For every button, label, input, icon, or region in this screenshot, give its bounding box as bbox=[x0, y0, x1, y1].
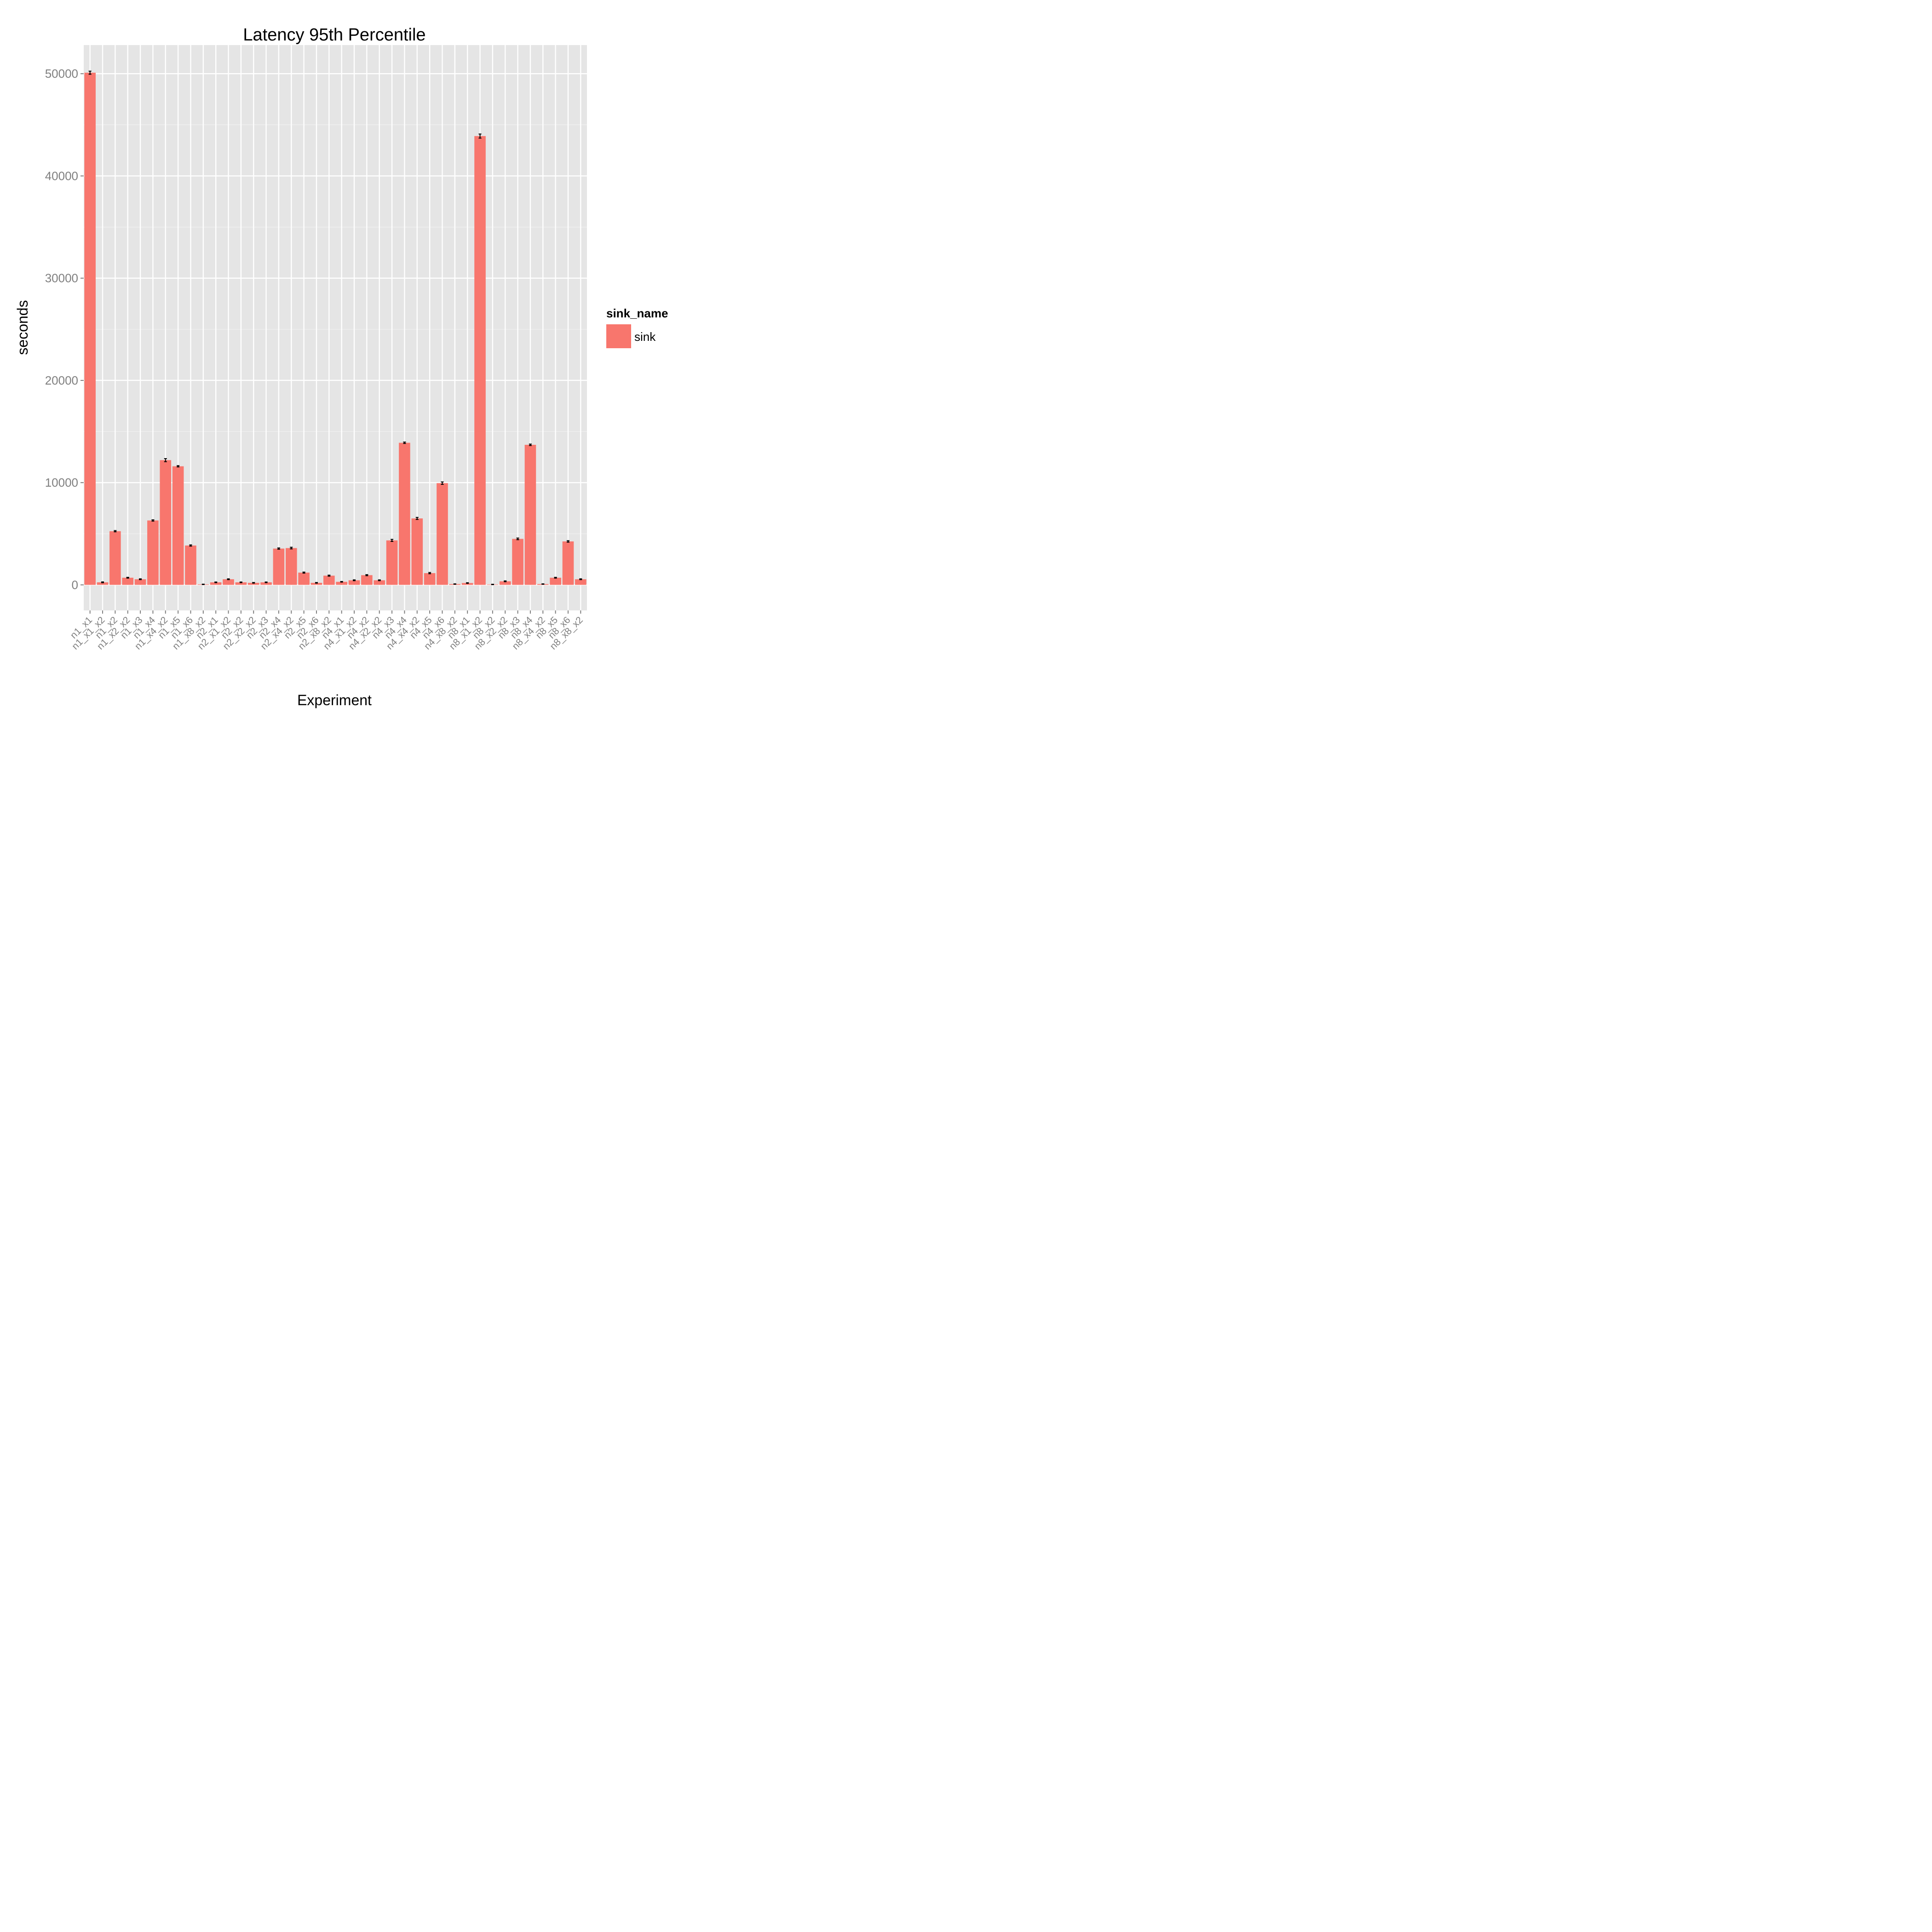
bar bbox=[134, 579, 146, 585]
error-bar bbox=[441, 481, 444, 485]
bars bbox=[84, 73, 586, 585]
bar bbox=[399, 443, 410, 585]
bar bbox=[84, 73, 96, 585]
error-bar bbox=[114, 530, 117, 533]
bar bbox=[247, 582, 259, 585]
bar bbox=[323, 575, 335, 585]
error-bar bbox=[164, 458, 167, 462]
error-bar bbox=[504, 580, 507, 582]
error-bar bbox=[277, 547, 280, 550]
error-bar bbox=[328, 575, 331, 577]
bar bbox=[361, 575, 373, 585]
bar bbox=[298, 572, 310, 585]
legend-label-sink: sink bbox=[634, 330, 656, 344]
bar bbox=[97, 582, 109, 585]
error-bar bbox=[391, 539, 394, 542]
error-bar bbox=[415, 517, 419, 520]
y-tick-label: 50000 bbox=[45, 67, 78, 80]
bar bbox=[273, 548, 285, 585]
error-bar bbox=[566, 540, 569, 543]
y-tick-label: 0 bbox=[72, 578, 78, 592]
bar bbox=[260, 582, 272, 585]
error-bar bbox=[378, 579, 381, 581]
y-tick-label: 30000 bbox=[45, 271, 78, 285]
y-tick-label: 20000 bbox=[45, 374, 78, 387]
error-bar bbox=[579, 578, 582, 581]
bar bbox=[122, 577, 134, 585]
plot-panel bbox=[84, 45, 587, 610]
chart: Latency 95th Percentile 0 10000 20000 30000… bbox=[14, 25, 668, 708]
y-axis-title: seconds bbox=[14, 300, 31, 355]
bar bbox=[310, 582, 322, 585]
error-bar bbox=[88, 70, 92, 75]
x-axis: n1_x1n1_x1_x2n1_x2n1_x2_x2n1_x3n1_x4n1_x… bbox=[68, 610, 585, 652]
bar bbox=[235, 582, 247, 585]
y-axis: 0 10000 20000 30000 40000 50000 bbox=[45, 67, 84, 592]
bar bbox=[160, 460, 172, 585]
bar bbox=[336, 581, 347, 585]
bar bbox=[210, 582, 222, 585]
bar bbox=[411, 518, 423, 585]
legend: sink_name sink bbox=[606, 306, 668, 348]
bar bbox=[550, 577, 561, 585]
error-bar bbox=[201, 583, 205, 585]
error-bar bbox=[554, 576, 557, 579]
error-bar bbox=[516, 537, 519, 540]
bar bbox=[512, 539, 523, 585]
legend-key-sink bbox=[606, 324, 631, 348]
bar bbox=[374, 580, 385, 585]
bar bbox=[172, 466, 184, 585]
chart-title: Latency 95th Percentile bbox=[243, 25, 426, 45]
error-bar bbox=[340, 581, 343, 583]
error-bar bbox=[139, 578, 142, 581]
error-bar bbox=[126, 576, 129, 579]
error-bars bbox=[88, 70, 582, 585]
error-bar bbox=[290, 546, 293, 550]
error-bar bbox=[252, 582, 255, 584]
legend-title: sink_name bbox=[606, 306, 668, 320]
y-tick-label: 10000 bbox=[45, 476, 78, 489]
bar bbox=[474, 136, 486, 585]
error-bar bbox=[302, 571, 305, 574]
error-bar bbox=[227, 578, 230, 581]
error-bar bbox=[177, 465, 180, 467]
bar bbox=[499, 581, 511, 585]
bar bbox=[223, 579, 234, 585]
error-bar bbox=[315, 582, 318, 584]
error-bar bbox=[491, 584, 494, 585]
error-bar bbox=[428, 572, 431, 575]
error-bar bbox=[478, 133, 482, 139]
bar bbox=[285, 548, 297, 585]
error-bar bbox=[189, 544, 192, 547]
error-bar bbox=[353, 579, 356, 581]
error-bar bbox=[403, 441, 406, 444]
bar bbox=[562, 541, 574, 585]
bar bbox=[575, 579, 586, 585]
bar bbox=[461, 583, 473, 585]
error-bar bbox=[529, 443, 532, 446]
bar bbox=[386, 540, 398, 585]
bar bbox=[109, 531, 121, 585]
bar bbox=[524, 444, 536, 585]
grid-minor bbox=[84, 124, 587, 534]
bar bbox=[348, 580, 360, 585]
x-axis-title: Experiment bbox=[297, 692, 372, 708]
bar bbox=[437, 483, 448, 585]
error-bar bbox=[151, 519, 155, 522]
bar bbox=[147, 520, 159, 585]
y-tick-label: 40000 bbox=[45, 169, 78, 183]
bar bbox=[424, 573, 436, 585]
bar bbox=[185, 545, 196, 585]
error-bar bbox=[101, 581, 104, 583]
